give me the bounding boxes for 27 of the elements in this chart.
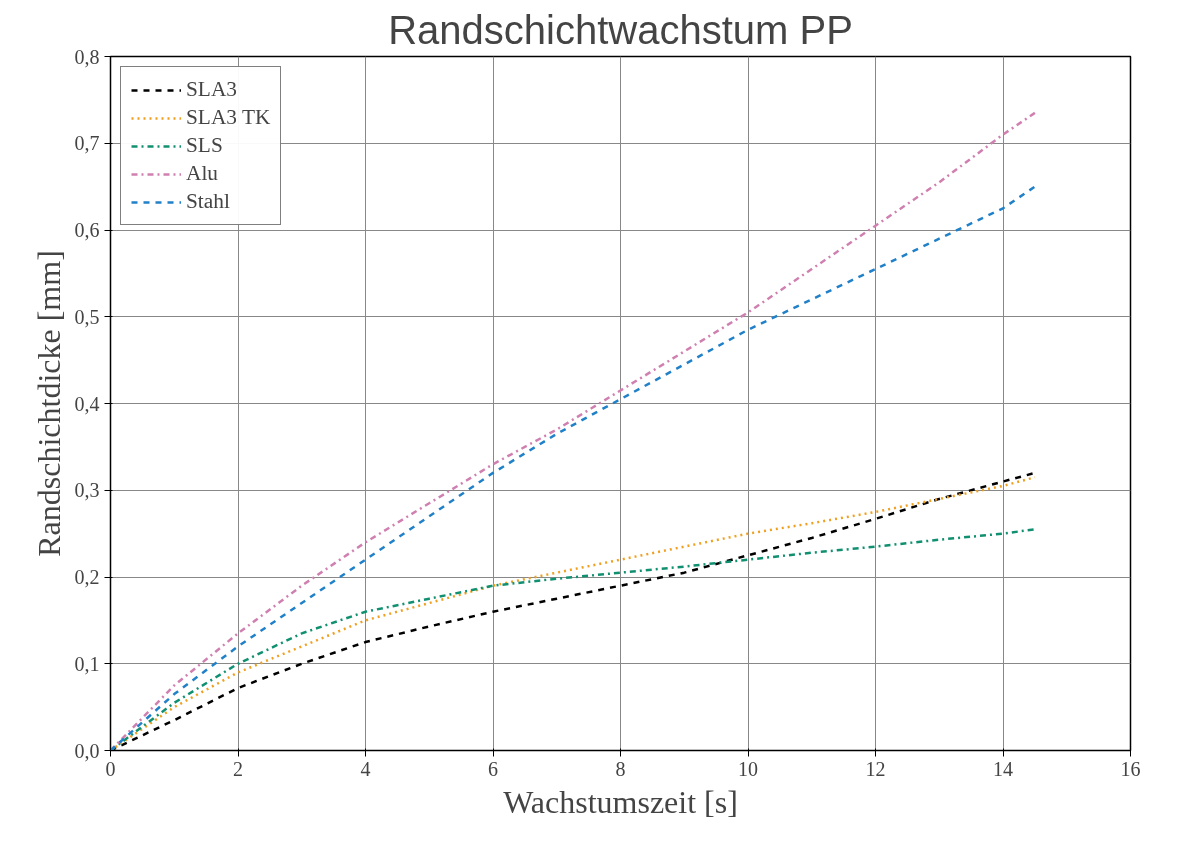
y-axis-title: Randschichtdicke [mm]	[30, 250, 67, 557]
legend-label: SLA3 TK	[186, 105, 271, 130]
legend-label: Alu	[186, 161, 218, 186]
x-tick-label: 10	[738, 757, 758, 780]
legend-label: SLA3	[186, 77, 237, 102]
x-tick-label: 0	[105, 757, 116, 780]
x-tick-label: 4	[360, 757, 371, 780]
y-tick-label: 0,3	[74, 479, 100, 502]
y-tick-label: 0,2	[74, 566, 100, 588]
x-tick-label: 12	[865, 757, 886, 780]
legend-label: Stahl	[186, 189, 230, 214]
y-tick-label: 0,4	[74, 392, 100, 415]
line-series	[110, 528, 1037, 751]
y-tick-label: 0,8	[74, 45, 100, 68]
x-tick-label: 6	[488, 757, 498, 780]
x-tick-label: 2	[233, 757, 243, 780]
x-axis-title: Wachstumszeit [s]	[503, 783, 738, 820]
y-tick-label: 0,0	[74, 739, 100, 762]
x-tick-label: 8	[615, 757, 626, 780]
legend-label: SLS	[186, 133, 223, 158]
x-tick-label: 16	[1120, 757, 1141, 780]
y-tick-label: 0,7	[74, 132, 100, 155]
y-tick-label: 0,5	[74, 305, 100, 328]
y-tick-label: 0,6	[74, 219, 100, 241]
y-tick-label: 0,1	[74, 652, 100, 675]
chart-title: Randschichtwachstum PP	[388, 7, 853, 52]
x-tick-label: 14	[993, 757, 1013, 780]
